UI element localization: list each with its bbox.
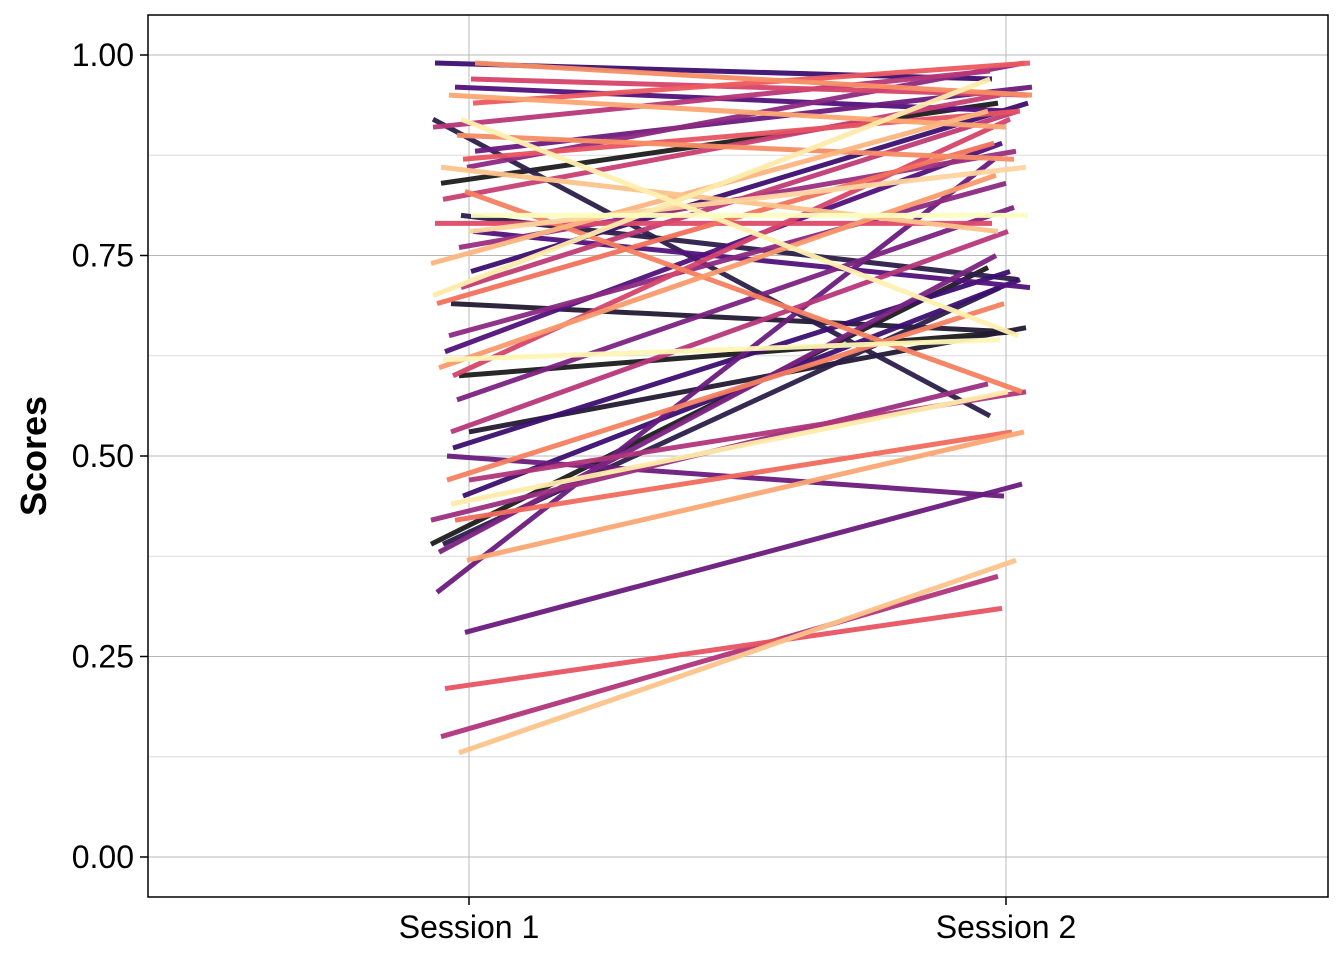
series-line — [450, 389, 1009, 507]
series-lines — [429, 60, 1033, 756]
x-tick-label: Session 2 — [936, 909, 1077, 945]
series-line — [432, 68, 991, 130]
series-line — [458, 557, 1017, 756]
series-line — [432, 76, 991, 298]
series-line — [464, 481, 1023, 635]
series-line — [460, 116, 1019, 339]
series-line — [448, 92, 1007, 130]
y-axis: 0.00 0.25 0.50 0.75 1.00 — [72, 37, 148, 875]
series-line — [442, 337, 1001, 363]
series-line — [452, 269, 1011, 451]
series-line — [474, 60, 1033, 98]
series-line — [466, 429, 1025, 563]
series-line — [437, 253, 998, 555]
x-axis: Session 1 Session 2 — [399, 897, 1077, 945]
y-axis-title: Scores — [13, 396, 54, 516]
series-line — [446, 301, 1005, 483]
series-line — [438, 172, 997, 371]
series-line — [435, 157, 996, 595]
series-line — [450, 229, 1009, 435]
series-line — [456, 132, 1015, 162]
series-line — [468, 164, 1027, 234]
series-line — [464, 188, 1023, 395]
y-tick-label: 1.00 — [72, 37, 134, 73]
series-line — [440, 573, 999, 740]
y-tick-label: 0.50 — [72, 438, 134, 474]
series-line — [462, 108, 1021, 162]
series-line — [444, 605, 1003, 692]
y-tick-label: 0.75 — [72, 238, 134, 274]
series-line — [448, 180, 1007, 339]
series-line — [472, 60, 1031, 106]
series-line — [440, 100, 999, 186]
series-line — [454, 429, 1013, 523]
y-tick-label: 0.00 — [72, 839, 134, 875]
y-tick-label: 0.25 — [72, 639, 134, 675]
x-tick-label: Session 1 — [399, 909, 540, 945]
series-line — [470, 76, 1029, 98]
series-line — [460, 212, 1019, 283]
series-line — [456, 205, 1015, 403]
series-line — [444, 140, 1003, 355]
series-line — [436, 140, 995, 307]
series-line — [431, 116, 992, 419]
series-line — [440, 164, 999, 234]
